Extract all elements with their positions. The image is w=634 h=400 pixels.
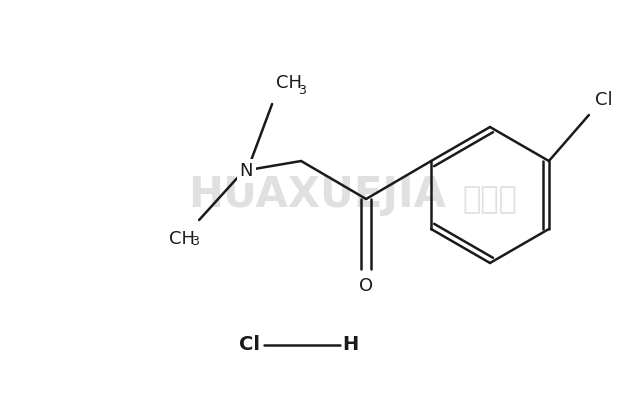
Text: N: N — [240, 162, 253, 180]
Text: 3: 3 — [298, 84, 306, 97]
Text: CH: CH — [169, 230, 195, 248]
Text: CH: CH — [276, 74, 302, 92]
Text: HUAXUEJIA: HUAXUEJIA — [188, 174, 446, 216]
Text: Cl: Cl — [240, 336, 261, 354]
Text: 化学加: 化学加 — [463, 186, 517, 214]
Text: Cl: Cl — [595, 91, 612, 109]
Text: 3: 3 — [191, 235, 199, 248]
Text: O: O — [359, 277, 373, 295]
Text: H: H — [342, 336, 358, 354]
